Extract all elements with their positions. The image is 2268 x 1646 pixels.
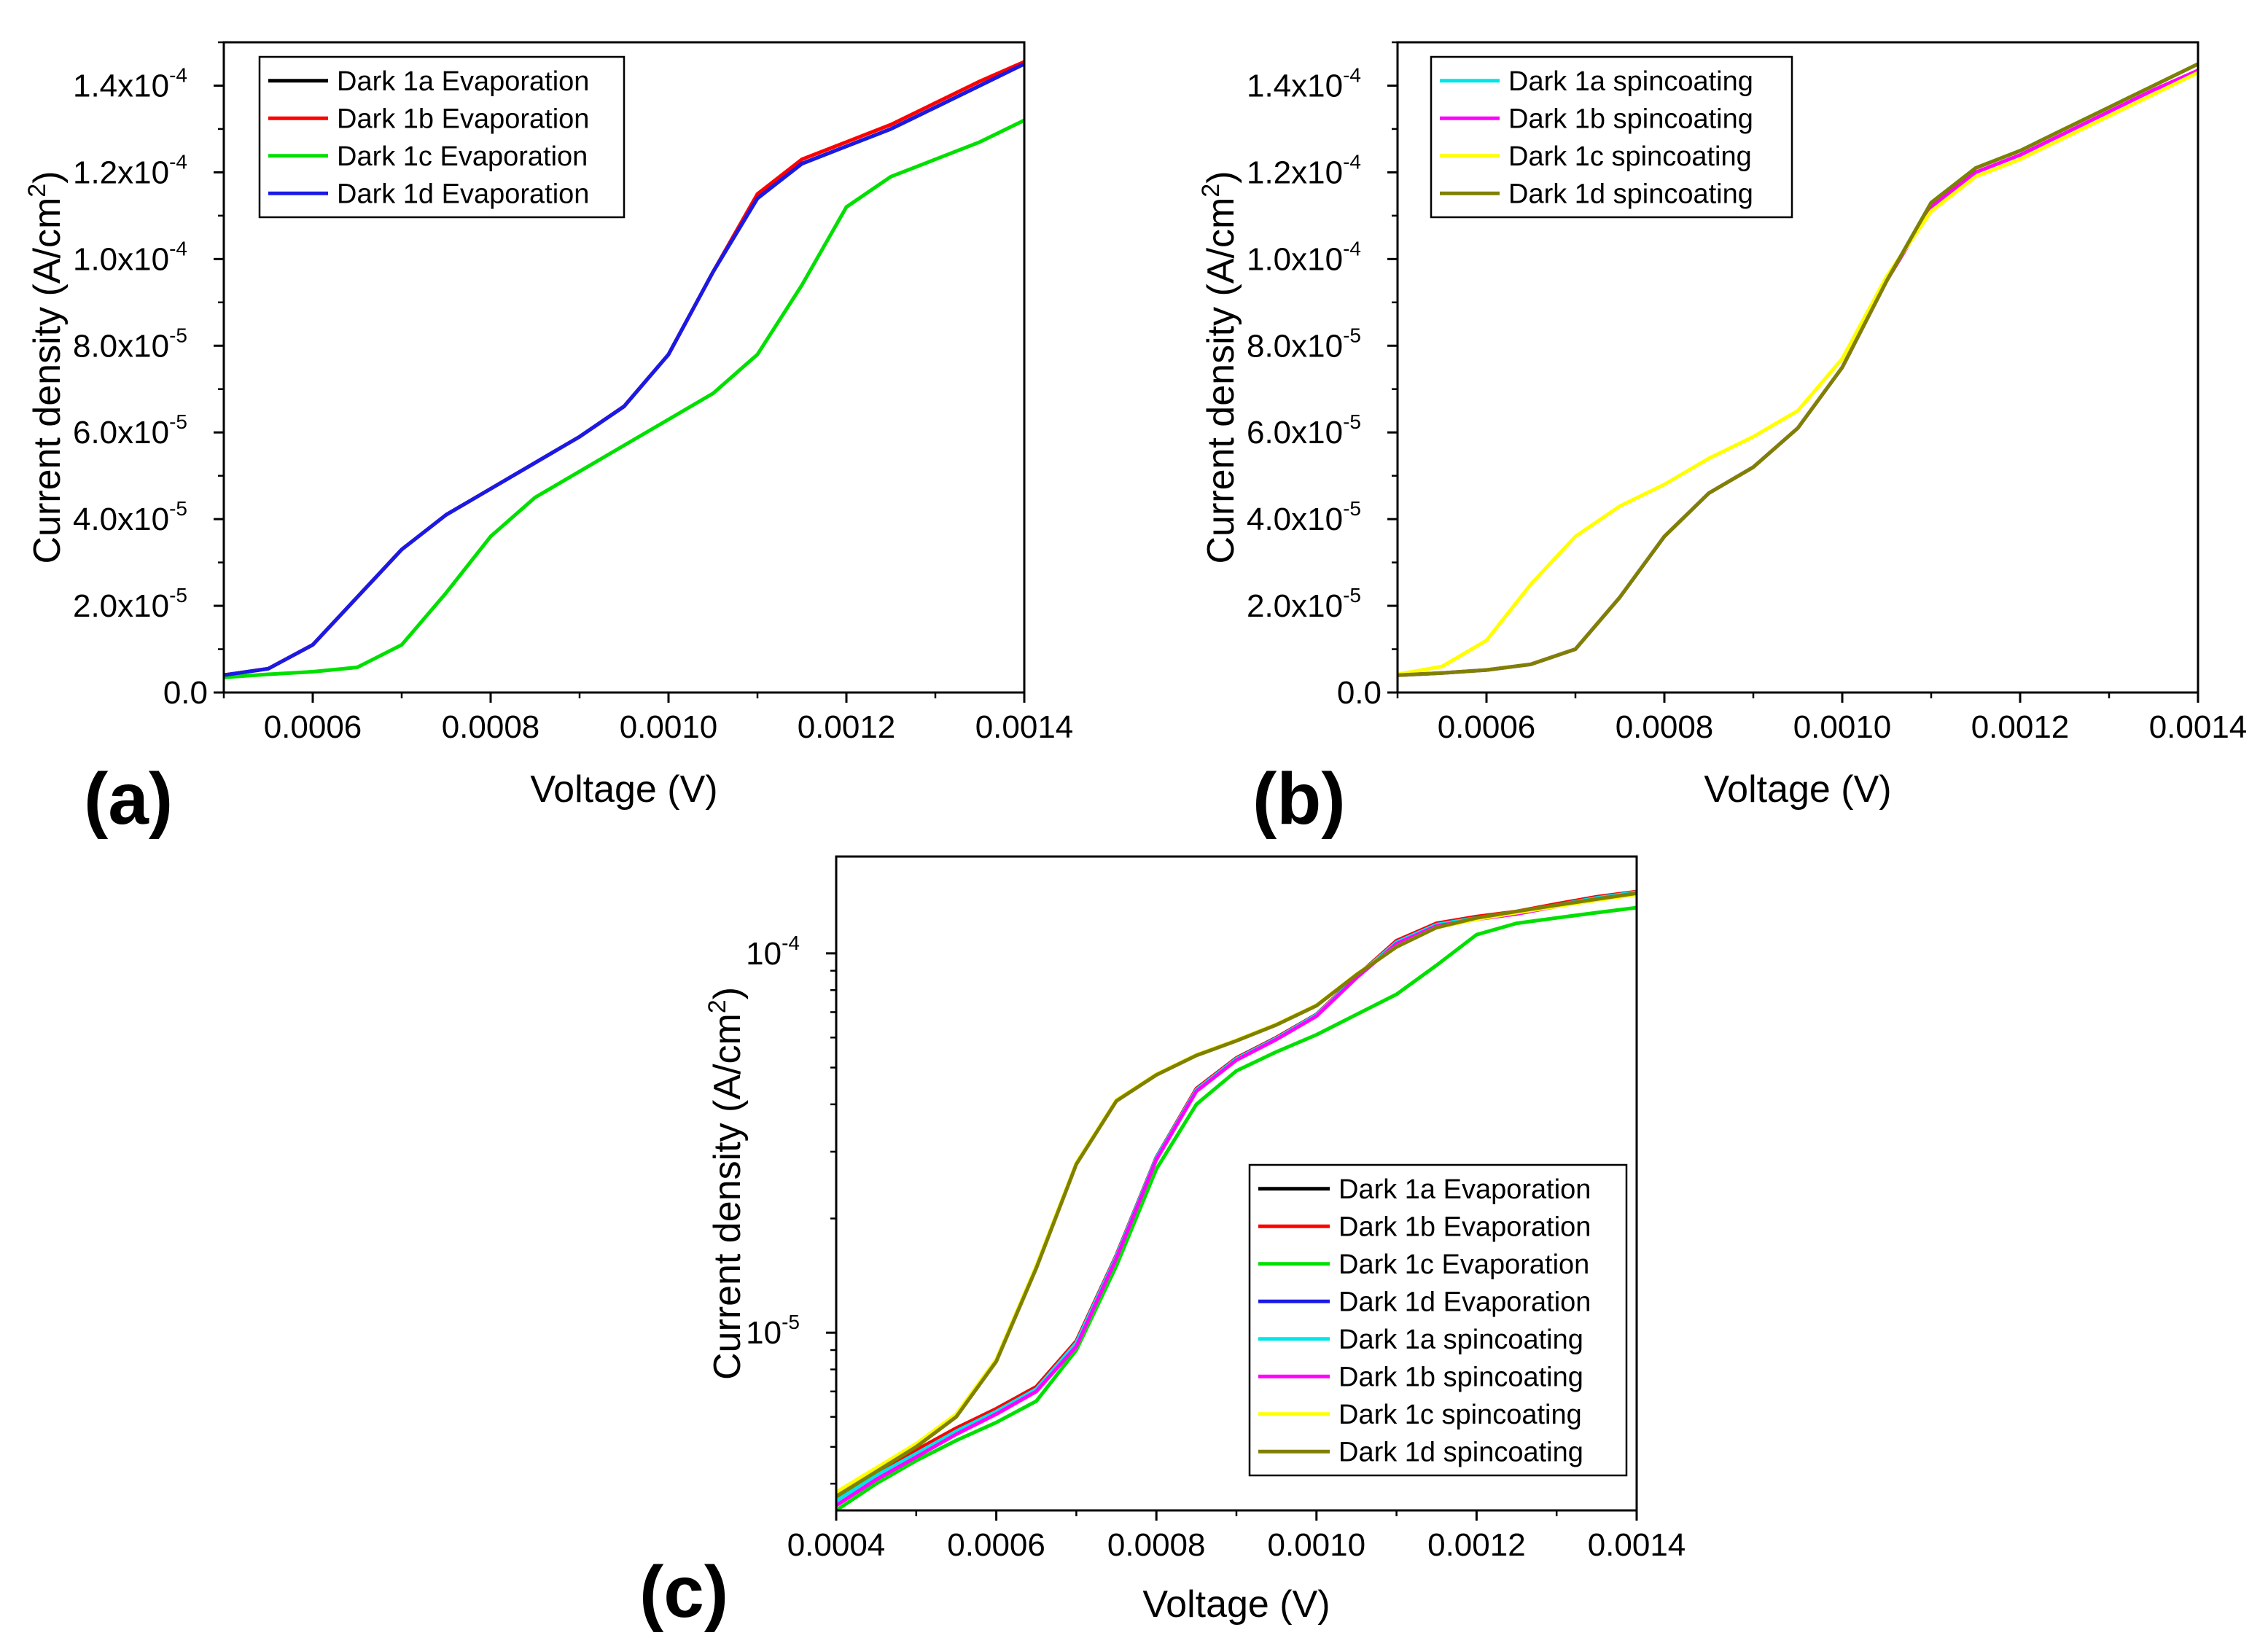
legend-entry-label: Dark 1b Evaporation — [337, 104, 589, 134]
legend: Dark 1a Evaporation Dark 1b Evaporation Da… — [258, 55, 626, 219]
legend-entry-label: Dark 1c Evaporation — [337, 141, 588, 172]
x-tick-label: 0.0014 — [975, 709, 1074, 745]
x-tick-label: 0.0006 — [264, 709, 362, 745]
x-tick-label: 0.0008 — [1107, 1527, 1206, 1563]
y-tick-label: 10-5 — [746, 1311, 800, 1351]
y-tick-label: 2.0x10-5 — [1247, 584, 1361, 624]
series-line-dark-1d-evaporation — [224, 62, 1024, 677]
y-tick-label: 8.0x10-5 — [73, 324, 187, 364]
y-tick-label: 2.0x10-5 — [73, 584, 187, 624]
chart-panel-3: 0.0004 0.0006 0.0008 0.0010 0.0012 0.0014 10-5… — [639, 855, 1686, 1633]
legend-box — [1248, 1163, 1628, 1477]
series-group — [1398, 62, 2198, 677]
x-tick-label: 0.0014 — [2149, 709, 2248, 745]
legend-entry-label: Dark 1a Evaporation — [337, 66, 589, 97]
x-tick-label: 0.0008 — [1616, 709, 1714, 745]
series-line-dark-1d-spincoating — [836, 891, 1637, 1499]
legend-box — [258, 55, 626, 219]
panel-label: (a) — [84, 758, 173, 840]
y-axis-title: Current density (A/cm2) — [704, 987, 749, 1380]
y-axis-title: Current density (A/cm2) — [23, 171, 69, 563]
x-tick-label: 0.0012 — [798, 709, 896, 745]
legend-entry-label: Dark 1d spincoating — [1508, 179, 1753, 209]
x-axis-title: Voltage (V) — [1704, 768, 1891, 811]
legend-entry-label: Dark 1a spincoating — [1508, 66, 1753, 97]
legend-entry-label: Dark 1d Evaporation — [1338, 1287, 1591, 1317]
legend-entry-label: Dark 1b spincoating — [1508, 104, 1753, 134]
y-tick-label: 8.0x10-5 — [1247, 324, 1361, 364]
panel-label: (c) — [639, 1551, 728, 1633]
series-line-dark-1c-evaporation — [224, 118, 1024, 679]
x-tick-label: 0.0010 — [620, 709, 718, 745]
legend-entry-label: Dark 1c Evaporation — [1338, 1249, 1589, 1280]
x-tick-label: 0.0010 — [1268, 1527, 1366, 1563]
series-line-dark-1d-spincoating — [1398, 62, 2198, 677]
plot-frame — [222, 41, 1026, 694]
y-tick-label: 10-4 — [746, 932, 800, 972]
y-tick-label: 1.4x10-4 — [1247, 63, 1361, 104]
legend-entry-label: Dark 1b Evaporation — [1338, 1212, 1591, 1242]
series-group — [836, 889, 1637, 1510]
y-tick-label: 1.2x10-4 — [73, 150, 187, 190]
x-tick-label: 0.0012 — [1971, 709, 2070, 745]
series-line-dark-1c-spincoating — [1398, 71, 2198, 676]
x-tick-label: 0.0010 — [1793, 709, 1892, 745]
x-tick-label: 0.0006 — [947, 1527, 1045, 1563]
x-tick-label: 0.0012 — [1427, 1527, 1526, 1563]
y-axis-title: Current density (A/cm2) — [1197, 171, 1242, 563]
plot-frame — [1396, 41, 2199, 694]
legend: Dark 1a spincoating Dark 1b spincoating Da… — [1430, 55, 1793, 219]
y-tick-label: 1.4x10-4 — [73, 63, 187, 104]
x-axis-title: Voltage (V) — [1142, 1583, 1330, 1626]
y-tick-label: 4.0x10-5 — [1247, 497, 1361, 537]
y-tick-label: 1.0x10-4 — [1247, 237, 1361, 277]
y-tick-label: 6.0x10-5 — [1247, 410, 1361, 450]
panel-label: (b) — [1252, 758, 1346, 840]
legend-entry-label: Dark 1d spincoating — [1338, 1437, 1583, 1467]
y-tick-label: 0.0 — [163, 675, 208, 711]
y-tick-label: 0.0 — [1337, 675, 1382, 711]
x-tick-label: 0.0004 — [787, 1527, 886, 1563]
y-tick-label: 4.0x10-5 — [73, 497, 187, 537]
x-axis-title: Voltage (V) — [530, 768, 717, 811]
legend-entry-label: Dark 1c spincoating — [1338, 1400, 1582, 1430]
y-tick-label: 1.0x10-4 — [73, 237, 187, 277]
chart-panel-1: 0.0006 0.0008 0.0010 0.0012 0.0014 0.0 2.0x10-… — [23, 41, 1074, 840]
series-line-dark-1c-evaporation — [836, 905, 1637, 1510]
legend-box — [1430, 55, 1793, 219]
legend-entry-label: Dark 1a spincoating — [1338, 1325, 1583, 1355]
legend-entry-label: Dark 1d Evaporation — [337, 179, 589, 209]
chart-panel-2: 0.0006 0.0008 0.0010 0.0012 0.0014 0.0 2.0x10-… — [1197, 41, 2248, 840]
y-tick-label: 1.2x10-4 — [1247, 150, 1361, 190]
x-tick-label: 0.0014 — [1588, 1527, 1686, 1563]
series-group — [224, 60, 1024, 679]
x-tick-label: 0.0008 — [442, 709, 540, 745]
legend: Dark 1a Evaporation Dark 1b Evaporation Da… — [1248, 1163, 1628, 1477]
x-tick-label: 0.0006 — [1438, 709, 1536, 745]
legend-entry-label: Dark 1a Evaporation — [1338, 1174, 1591, 1205]
y-tick-label: 6.0x10-5 — [73, 410, 187, 450]
legend-entry-label: Dark 1c spincoating — [1508, 141, 1752, 172]
legend-entry-label: Dark 1b spincoating — [1338, 1362, 1583, 1392]
